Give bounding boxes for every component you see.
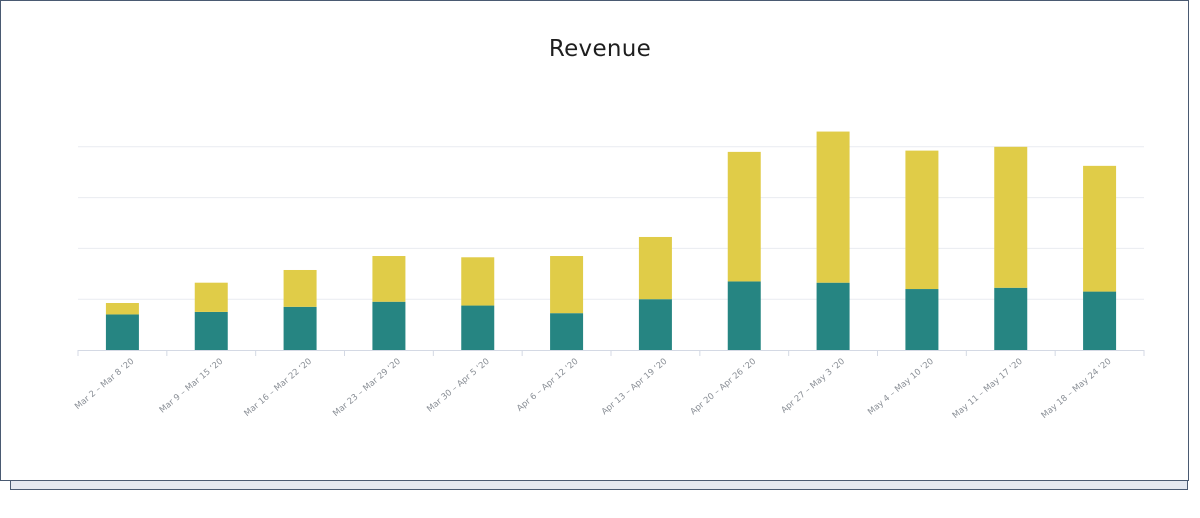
- bar-segment-upper: [550, 256, 584, 314]
- x-tick-label: May 18 – May 24 ‘20: [1040, 357, 1114, 421]
- bar-segment-upper: [372, 256, 406, 302]
- x-tick-label: Mar 2 – Mar 8 ‘20: [73, 357, 136, 412]
- bar-segment-upper: [994, 146, 1028, 288]
- x-tick-label: Apr 27 – May 3 ‘20: [779, 357, 847, 416]
- bar-segment-lower: [550, 313, 584, 350]
- bar-segment-upper: [816, 131, 850, 283]
- chart-card: [0, 0, 1189, 481]
- bar-segment-upper: [905, 150, 939, 290]
- bar-segment-upper: [283, 269, 317, 307]
- chart-title: Revenue: [548, 36, 652, 62]
- x-tick-label: Mar 23 – Mar 29 ‘20: [331, 357, 403, 419]
- bar-segment-lower: [461, 305, 495, 350]
- bar-segment-lower: [905, 289, 939, 350]
- bar-segment-lower: [105, 314, 139, 350]
- x-tick-label: Mar 9 – Mar 15 ‘20: [158, 357, 225, 416]
- x-tick-label: Apr 13 – Apr 19 ‘20: [600, 357, 669, 418]
- x-tick-label: May 11 – May 17 ‘20: [951, 357, 1025, 421]
- bar-segment-lower: [816, 282, 850, 350]
- bar-segment-upper: [461, 257, 495, 306]
- bar-segment-lower: [283, 306, 317, 350]
- x-tick-label: Apr 20 – Apr 26 ‘20: [689, 357, 758, 418]
- bar-segment-lower: [372, 301, 406, 350]
- bar-segment-upper: [727, 151, 761, 282]
- bar-segment-upper: [638, 236, 672, 300]
- bar-segment-lower: [638, 299, 672, 350]
- bar-segment-lower: [727, 281, 761, 350]
- x-tick-label: Mar 16 – Mar 22 ‘20: [242, 357, 314, 419]
- bar-segment-lower: [1083, 291, 1117, 350]
- x-tick-label: Apr 6 – Apr 12 ‘20: [515, 357, 580, 414]
- x-tick-label: May 4 – May 10 ‘20: [866, 357, 936, 418]
- bar-segment-lower: [994, 287, 1028, 350]
- bar-segment-lower: [194, 311, 228, 350]
- bar-segment-upper: [1083, 165, 1117, 292]
- bar-segment-upper: [105, 303, 139, 315]
- x-tick-label: Mar 30 – Apr 5 ‘20: [425, 357, 491, 415]
- bar-segment-upper: [194, 282, 228, 312]
